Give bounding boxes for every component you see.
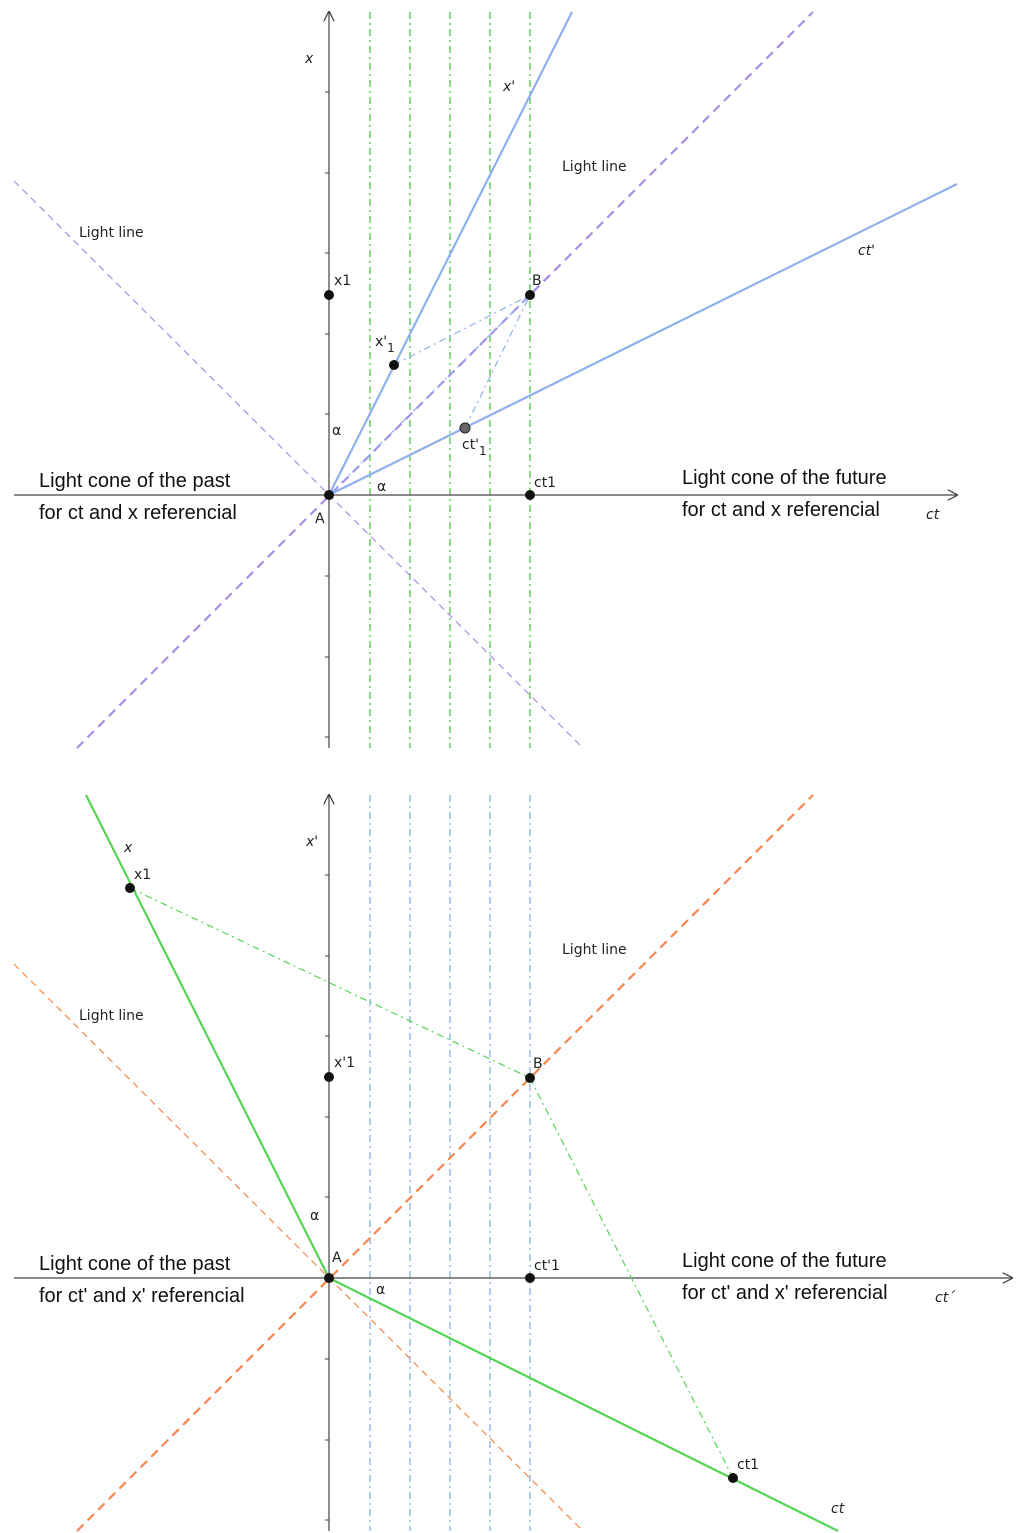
top-future-cone-text-2: for ct and x referencial [682, 499, 880, 521]
bottom-panel: x' ct´ x ct Light line Light line A B x'… [13, 794, 1012, 1532]
top-tilted-axis-x-prime [328, 11, 573, 496]
top-point-origin [324, 490, 334, 500]
top-point-v-label: x1 [334, 273, 351, 289]
top-point-ct1 [525, 490, 535, 500]
top-tilted-axis-1-label: x' [502, 79, 515, 95]
bottom-point-tilted-2-label: ct1 [737, 1457, 759, 1473]
bottom-tilted-axis-1-label: x [123, 840, 133, 856]
bottom-point-b [525, 1073, 535, 1083]
top-tilted-axis-ct-prime [328, 183, 958, 496]
top-grid-lines [369, 12, 531, 748]
bottom-grid-lines [369, 795, 531, 1531]
bottom-future-cone-text-2: for ct' and x' referencial [682, 1282, 888, 1304]
top-light-line-past [13, 180, 584, 749]
bottom-past-cone-text-2: for ct' and x' referencial [39, 1285, 245, 1307]
top-point-tilted-2-label: ct'1 [462, 437, 487, 458]
top-point-x1 [324, 290, 334, 300]
bottom-tilted-axis-x [85, 794, 330, 1279]
bottom-point-ct1 [728, 1473, 738, 1483]
bottom-point-ct-prime-1 [525, 1273, 535, 1283]
top-future-cone-text-1: Light cone of the future [682, 467, 887, 489]
bottom-event-label: B [533, 1056, 543, 1072]
bottom-point-h-label: ct'1 [534, 1258, 560, 1274]
bottom-point-origin [324, 1273, 334, 1283]
top-light-line-future [76, 11, 814, 749]
bottom-light-line-label-2: Light line [79, 1008, 144, 1024]
bottom-point-x1 [125, 883, 135, 893]
top-angle-label-2: α [377, 479, 386, 495]
bottom-future-cone-text-1: Light cone of the future [682, 1250, 887, 1272]
bottom-point-tilted-1-label: x1 [134, 867, 151, 883]
bottom-tilted-axis-ct [328, 1277, 839, 1532]
bottom-axis-v-label: x' [305, 834, 318, 850]
bottom-angle-label-2: α [376, 1282, 385, 1298]
top-point-tilted-1-label: x'1 [375, 334, 395, 355]
top-projection-lines [328, 294, 531, 496]
top-origin-label: A [315, 511, 325, 527]
bottom-angle-label-1: α [310, 1208, 319, 1224]
bottom-light-line-label-1: Light line [562, 942, 627, 958]
top-past-cone-text-1: Light cone of the past [39, 470, 231, 492]
top-point-x-prime-1 [389, 360, 399, 370]
top-past-cone-text-2: for ct and x referencial [39, 502, 237, 524]
top-axis-ticks [325, 91, 329, 738]
top-tilted-axis-2-label: ct' [858, 243, 875, 259]
bottom-tilted-axis-2-label: ct [831, 1501, 845, 1517]
top-panel: x ct x' ct' Light line Light line A B x1… [13, 11, 958, 749]
bottom-projection-lines [129, 887, 734, 1479]
bottom-past-cone-text-1: Light cone of the past [39, 1253, 231, 1275]
top-axis-v-label: x [304, 51, 314, 67]
top-point-h-label: ct1 [534, 475, 556, 491]
bottom-light-line-past [13, 963, 584, 1532]
bottom-axis-h-label: ct´ [935, 1290, 956, 1306]
top-angle-label-1: α [332, 423, 341, 439]
top-point-b [525, 290, 535, 300]
bottom-point-x-prime-1 [324, 1072, 334, 1082]
bottom-axis-ticks [325, 874, 329, 1521]
top-event-label: B [532, 273, 542, 289]
top-point-ct-prime-1 [459, 422, 471, 434]
bottom-point-v-label: x'1 [334, 1055, 355, 1071]
bottom-origin-label: A [332, 1250, 342, 1266]
top-axis-h-label: ct [926, 507, 940, 523]
top-light-line-label-2: Light line [79, 225, 144, 241]
top-light-line-label-1: Light line [562, 159, 627, 175]
bottom-light-line-future [76, 794, 814, 1532]
